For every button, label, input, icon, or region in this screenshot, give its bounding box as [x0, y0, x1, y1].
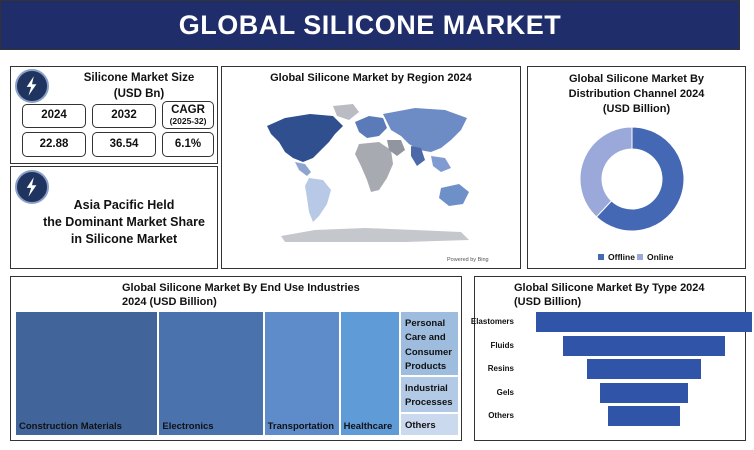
- treemap-cell-electronics: Electronics: [159, 312, 263, 435]
- treemap-label-industrial-processes: Industrial Processes: [405, 383, 453, 409]
- map-credit: Powered by Bing: [447, 257, 489, 263]
- value-2032-cell: 36.54: [92, 132, 156, 157]
- funnel-label-gels: Gels: [496, 387, 514, 397]
- treemap-label-transportation: Transportation: [267, 421, 335, 432]
- dashboard-title: GLOBAL SILICONE MARKET: [0, 0, 740, 50]
- funnel-bar-elastomers: [536, 312, 752, 332]
- map-central-america: [295, 162, 311, 176]
- legend-online: Online: [637, 252, 673, 262]
- treemap-cell-industrial-processes: Industrial Processes: [401, 377, 458, 412]
- map-south-america: [305, 178, 331, 222]
- value-2024-cell: 22.88: [22, 132, 86, 157]
- world-map: [267, 104, 469, 242]
- map-southeast-asia: [431, 156, 451, 172]
- donut-slice-offline: [595, 126, 685, 232]
- map-asia: [383, 108, 467, 152]
- distribution-chart-title: Global Silicone Market By Distribution C…: [568, 73, 705, 116]
- treemap-label-others: Others: [405, 420, 436, 431]
- donut-slice-online: [579, 126, 633, 218]
- map-antarctica: [281, 228, 469, 242]
- legend-online-swatch: [637, 254, 643, 260]
- treemap-label-healthcare: Healthcare: [343, 421, 393, 432]
- year-2024-cell: 2024: [22, 104, 86, 128]
- end-use-treemap: Construction Materials Electronics Transpo…: [16, 312, 458, 435]
- map-middle-east: [387, 140, 405, 156]
- end-use-chart-title: Global Silicone Market By End Use Indust…: [122, 282, 360, 308]
- funnel-label-others: Others: [488, 411, 514, 420]
- market-size-title: Silicone Market Size (USD Bn): [83, 72, 195, 100]
- cagr-value-cell: 6.1%: [162, 132, 214, 157]
- lightning-bolt-icon: [15, 69, 49, 103]
- funnel-bar-fluids: [563, 335, 725, 356]
- treemap-label-personal-care-and-consumer-products: Personal Care and Consumer Products: [405, 318, 452, 372]
- funnel-bar-resins: [586, 359, 702, 379]
- funnel-bar-others: [608, 406, 680, 426]
- treemap-label-electronics: Electronics: [162, 421, 214, 432]
- treemap-label-construction-materials: Construction Materials: [19, 421, 122, 432]
- distribution-channel-panel: [527, 66, 746, 269]
- region-note-text: Asia Pacific Held the Dominant Market Sh…: [43, 198, 205, 246]
- cagr-label-cell: CAGR (2025-32): [162, 101, 214, 129]
- type-chart-title: Global Silicone Market By Type 2024 (USD…: [514, 282, 705, 308]
- map-africa: [355, 142, 393, 192]
- treemap-cell-personal-care-and-consumer-products: Personal Care and Consumer Products: [401, 312, 458, 375]
- map-north-america: [267, 114, 343, 162]
- funnel-bar-gels: [599, 382, 689, 403]
- legend-offline-swatch: [598, 254, 604, 260]
- treemap-cell-others: Others: [401, 414, 458, 435]
- legend-offline: Offline: [598, 252, 635, 262]
- treemap-cell-transportation: Transportation: [264, 312, 339, 435]
- year-2032-cell: 2032: [92, 104, 156, 128]
- funnel-label-elastomers: Elastomers: [470, 317, 514, 326]
- map-europe: [355, 116, 387, 138]
- lightning-bolt-icon: [15, 170, 49, 204]
- map-south-asia: [411, 146, 425, 166]
- funnel-label-fluids: Fluids: [490, 340, 514, 350]
- map-australia: [439, 184, 469, 206]
- treemap-cell-healthcare: Healthcare: [340, 312, 399, 435]
- treemap-cell-construction-materials: Construction Materials: [16, 312, 158, 435]
- distribution-donut-chart: [579, 126, 685, 232]
- map-greenland: [333, 104, 359, 120]
- region-map-title: Global Silicone Market by Region 2024: [270, 72, 472, 84]
- funnel-label-resins: Resins: [487, 364, 514, 373]
- type-funnel-chart: Elastomers Fluids Resins Gels Others: [471, 310, 752, 438]
